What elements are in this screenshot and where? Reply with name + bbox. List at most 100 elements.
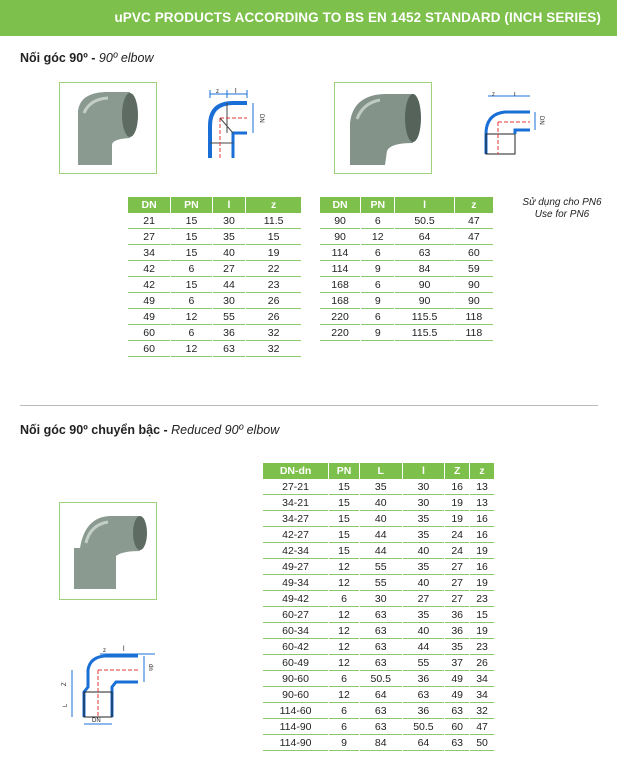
table-cell: 32	[470, 703, 494, 719]
table-cell: 36	[212, 325, 246, 341]
table-cell: 21	[128, 213, 171, 229]
table-cell: 6	[329, 719, 359, 735]
table-cell: 26	[470, 655, 494, 671]
column-header: DN-dn	[263, 463, 329, 479]
reduced-elbow-image	[74, 516, 147, 589]
table-cell: 37	[445, 655, 470, 671]
table-cell: 13	[470, 479, 494, 495]
table-row: 168 9 90 90	[320, 293, 493, 309]
table-cell: 90	[320, 229, 361, 245]
table-cell: 55	[402, 655, 445, 671]
table-cell: 36	[445, 607, 470, 623]
table-cell: 15	[329, 479, 359, 495]
table-cell: 15	[171, 245, 212, 261]
table-row: 60-27 12 63 35 36 15	[263, 607, 494, 623]
table-row: 34-21 15 40 30 19 13	[263, 495, 494, 511]
table-cell: 9	[361, 325, 395, 341]
table-cell: 15	[329, 527, 359, 543]
table-row: 114 6 63 60	[320, 245, 493, 261]
table-cell: 15	[171, 229, 212, 245]
section-divider	[20, 405, 598, 406]
label-Z: Z	[62, 682, 68, 686]
table-cell: 60-27	[263, 607, 329, 623]
table-cell: 35	[402, 559, 445, 575]
table-cell: 19	[470, 623, 494, 639]
table-cell: 6	[171, 261, 212, 277]
table-cell: 40	[212, 245, 246, 261]
table-cell: 50.5	[395, 213, 454, 229]
table-cell: 9	[329, 735, 359, 751]
table-cell: 16	[470, 559, 494, 575]
table-row: 60 6 36 32	[128, 325, 301, 341]
table-row: 60-34 12 63 40 36 19	[263, 623, 494, 639]
table-cell: 13	[470, 495, 494, 511]
table-cell: 27	[445, 591, 470, 607]
table-row: 27 15 35 15	[128, 229, 301, 245]
table-row: 49-42 6 30 27 27 23	[263, 591, 494, 607]
table-cell: 60-49	[263, 655, 329, 671]
table-cell: 15	[329, 511, 359, 527]
table-cell: 90	[395, 277, 454, 293]
table-cell: 60-42	[263, 639, 329, 655]
table-cell: 27	[128, 229, 171, 245]
table-cell: 15	[246, 229, 301, 245]
table-row: 220 6 115.5 118	[320, 309, 493, 325]
label-l: l	[235, 88, 237, 95]
table-cell: 50	[470, 735, 494, 751]
table-cell: 23	[470, 639, 494, 655]
table-cell: 90	[395, 293, 454, 309]
table-cell: 34	[470, 671, 494, 687]
table-cell: 63	[359, 639, 402, 655]
section-title-elbow: Nối góc 90º - 90º elbow	[20, 51, 154, 65]
table-cell: 30	[359, 591, 402, 607]
table-cell: 118	[454, 309, 493, 325]
table-cell: 55	[359, 575, 402, 591]
table-cell: 60	[454, 245, 493, 261]
label-dn-2: DN	[538, 116, 544, 125]
table-cell: 27	[445, 559, 470, 575]
table-cell: 12	[329, 655, 359, 671]
title-vn: Nối góc 90º -	[20, 51, 99, 65]
label-l-2: l	[514, 92, 516, 98]
table-cell: 55	[359, 559, 402, 575]
table-cell: 35	[402, 511, 445, 527]
elbow-large-dimension-diagram: z l DN	[484, 92, 544, 155]
table-cell: 35	[402, 527, 445, 543]
table-cell: 220	[320, 325, 361, 341]
elbow-large-image	[350, 94, 421, 165]
note-vn: Sử dụng cho PN6	[522, 197, 602, 208]
column-header: PN	[361, 197, 395, 213]
column-header: DN	[320, 197, 361, 213]
table-cell: 16	[445, 479, 470, 495]
table-cell: 114-60	[263, 703, 329, 719]
table-cell: 49	[445, 671, 470, 687]
table-cell: 35	[402, 607, 445, 623]
table-cell: 44	[402, 639, 445, 655]
table-cell: 63	[445, 735, 470, 751]
elbow-table-2: DN PN l z 90 6 50.5 47 90 12 64 47 114 6 63 60 114 9 84 59 1…	[319, 197, 494, 341]
elbow-photo	[59, 82, 157, 174]
elbow-dimension-diagram: z l DN	[208, 88, 264, 158]
table-cell: 19	[445, 495, 470, 511]
table-cell: 55	[212, 309, 246, 325]
table-cell: 34	[470, 687, 494, 703]
table-cell: 6	[361, 277, 395, 293]
pn6-note: Sử dụng cho PN6 Use for PN6	[512, 197, 612, 221]
table-cell: 40	[359, 495, 402, 511]
table-row: 42-34 15 44 40 24 19	[263, 543, 494, 559]
table-cell: 118	[454, 325, 493, 341]
table-cell: 34-27	[263, 511, 329, 527]
table-cell: 19	[470, 575, 494, 591]
table-cell: 49-27	[263, 559, 329, 575]
table-cell: 6	[361, 245, 395, 261]
label-L: L	[63, 703, 69, 707]
table-cell: 23	[470, 591, 494, 607]
table-cell: 12	[171, 341, 212, 357]
table-cell: 63	[395, 245, 454, 261]
table-cell: 15	[171, 277, 212, 293]
table-cell: 26	[246, 309, 301, 325]
table-cell: 63	[402, 687, 445, 703]
table-cell: 47	[454, 229, 493, 245]
